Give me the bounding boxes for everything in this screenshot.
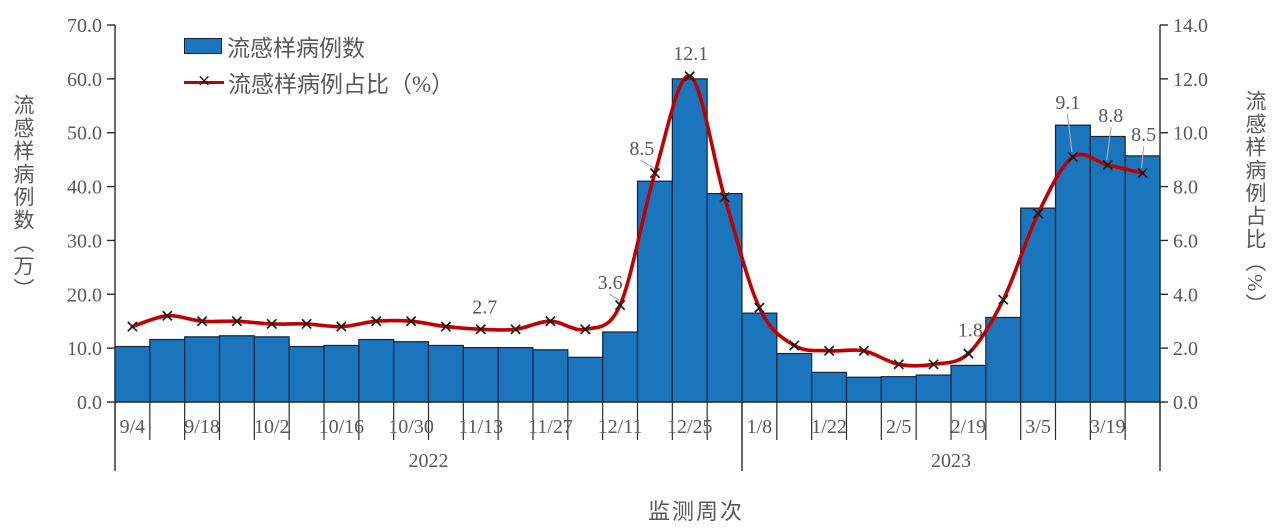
svg-text:9.1: 9.1: [1055, 92, 1080, 114]
svg-text:0.0: 0.0: [77, 392, 102, 414]
svg-text:3/5: 3/5: [1025, 416, 1051, 438]
svg-text:10.0: 10.0: [67, 338, 102, 360]
svg-text:2.7: 2.7: [472, 296, 497, 318]
svg-text:4.0: 4.0: [1173, 284, 1198, 306]
svg-text:1/8: 1/8: [747, 416, 773, 438]
x-axis-title: 监测周次: [648, 499, 745, 524]
legend-label-cases: 流感样病例数: [227, 36, 365, 61]
svg-text:10/2: 10/2: [254, 416, 290, 438]
svg-text:8.5: 8.5: [629, 138, 654, 160]
svg-text:9/18: 9/18: [184, 416, 220, 438]
svg-text:12/25: 12/25: [667, 416, 713, 438]
svg-text:70.0: 70.0: [67, 15, 102, 37]
svg-text:12/11: 12/11: [598, 416, 643, 438]
svg-text:30.0: 30.0: [67, 230, 102, 252]
svg-text:6.0: 6.0: [1173, 230, 1198, 252]
svg-text:11/27: 11/27: [528, 416, 573, 438]
x-axis-labels: 9/4 9/18 10/2 10/16 10/30 11/13 11/27 12/11 12/2…: [120, 416, 1126, 438]
svg-text:2/19: 2/19: [951, 416, 987, 438]
legend-item-cases: 流感样病例数: [184, 33, 454, 61]
svg-text:2/5: 2/5: [886, 416, 912, 438]
legend-label-percentage: 流感样病例占比（%）: [228, 72, 455, 97]
svg-text:12.1: 12.1: [673, 43, 708, 65]
legend-item-percentage: × 流感样病例占比（%）: [184, 69, 454, 97]
svg-text:0.0: 0.0: [1173, 392, 1198, 414]
year-labels: 2022 2023: [409, 450, 972, 472]
svg-text:3.6: 3.6: [598, 272, 623, 294]
right-axis-title: 流感样病例占比（%）: [1243, 90, 1267, 317]
svg-text:2.0: 2.0: [1173, 338, 1198, 360]
svg-text:10/16: 10/16: [319, 416, 365, 438]
svg-text:50.0: 50.0: [67, 123, 102, 145]
legend: 流感样病例数 × 流感样病例占比（%）: [184, 33, 454, 105]
svg-text:20.0: 20.0: [67, 284, 102, 306]
svg-text:1/22: 1/22: [811, 416, 847, 438]
line-swatch-icon: ×: [184, 71, 224, 91]
svg-text:2022: 2022: [409, 450, 449, 472]
bar-swatch-icon: [184, 38, 222, 54]
bar-series: [114, 78, 1161, 403]
svg-text:14.0: 14.0: [1173, 15, 1208, 37]
x-axis-ticks: [114, 402, 1161, 440]
svg-text:1.8: 1.8: [958, 320, 983, 342]
line-markers: [127, 70, 1148, 370]
x-marker-icon: ×: [197, 71, 212, 91]
point-labels: 2.7 3.6 8.5 12.1 1.8 9.1 8.8 8.5: [472, 43, 1156, 341]
line-swatch-stroke: [184, 80, 224, 84]
svg-text:60.0: 60.0: [67, 69, 102, 91]
left-axis-ticks: 0.0 10.0 20.0 30.0 40.0 50.0 60.0 70.0: [67, 15, 115, 414]
left-axis-title: 流感样病例数（万）: [11, 94, 35, 301]
svg-text:9/4: 9/4: [120, 416, 146, 438]
right-axis-ticks: 0.0 2.0 4.0 6.0 8.0 10.0 12.0 14.0: [1160, 15, 1208, 414]
svg-text:8.5: 8.5: [1131, 124, 1156, 146]
svg-text:3/19: 3/19: [1090, 416, 1126, 438]
svg-text:40.0: 40.0: [67, 177, 102, 199]
svg-text:2023: 2023: [931, 450, 971, 472]
svg-text:8.0: 8.0: [1173, 177, 1198, 199]
svg-text:8.8: 8.8: [1098, 105, 1123, 127]
svg-text:11/13: 11/13: [458, 416, 503, 438]
svg-text:12.0: 12.0: [1173, 69, 1208, 91]
svg-text:10/30: 10/30: [388, 416, 434, 438]
svg-text:10.0: 10.0: [1173, 123, 1208, 145]
